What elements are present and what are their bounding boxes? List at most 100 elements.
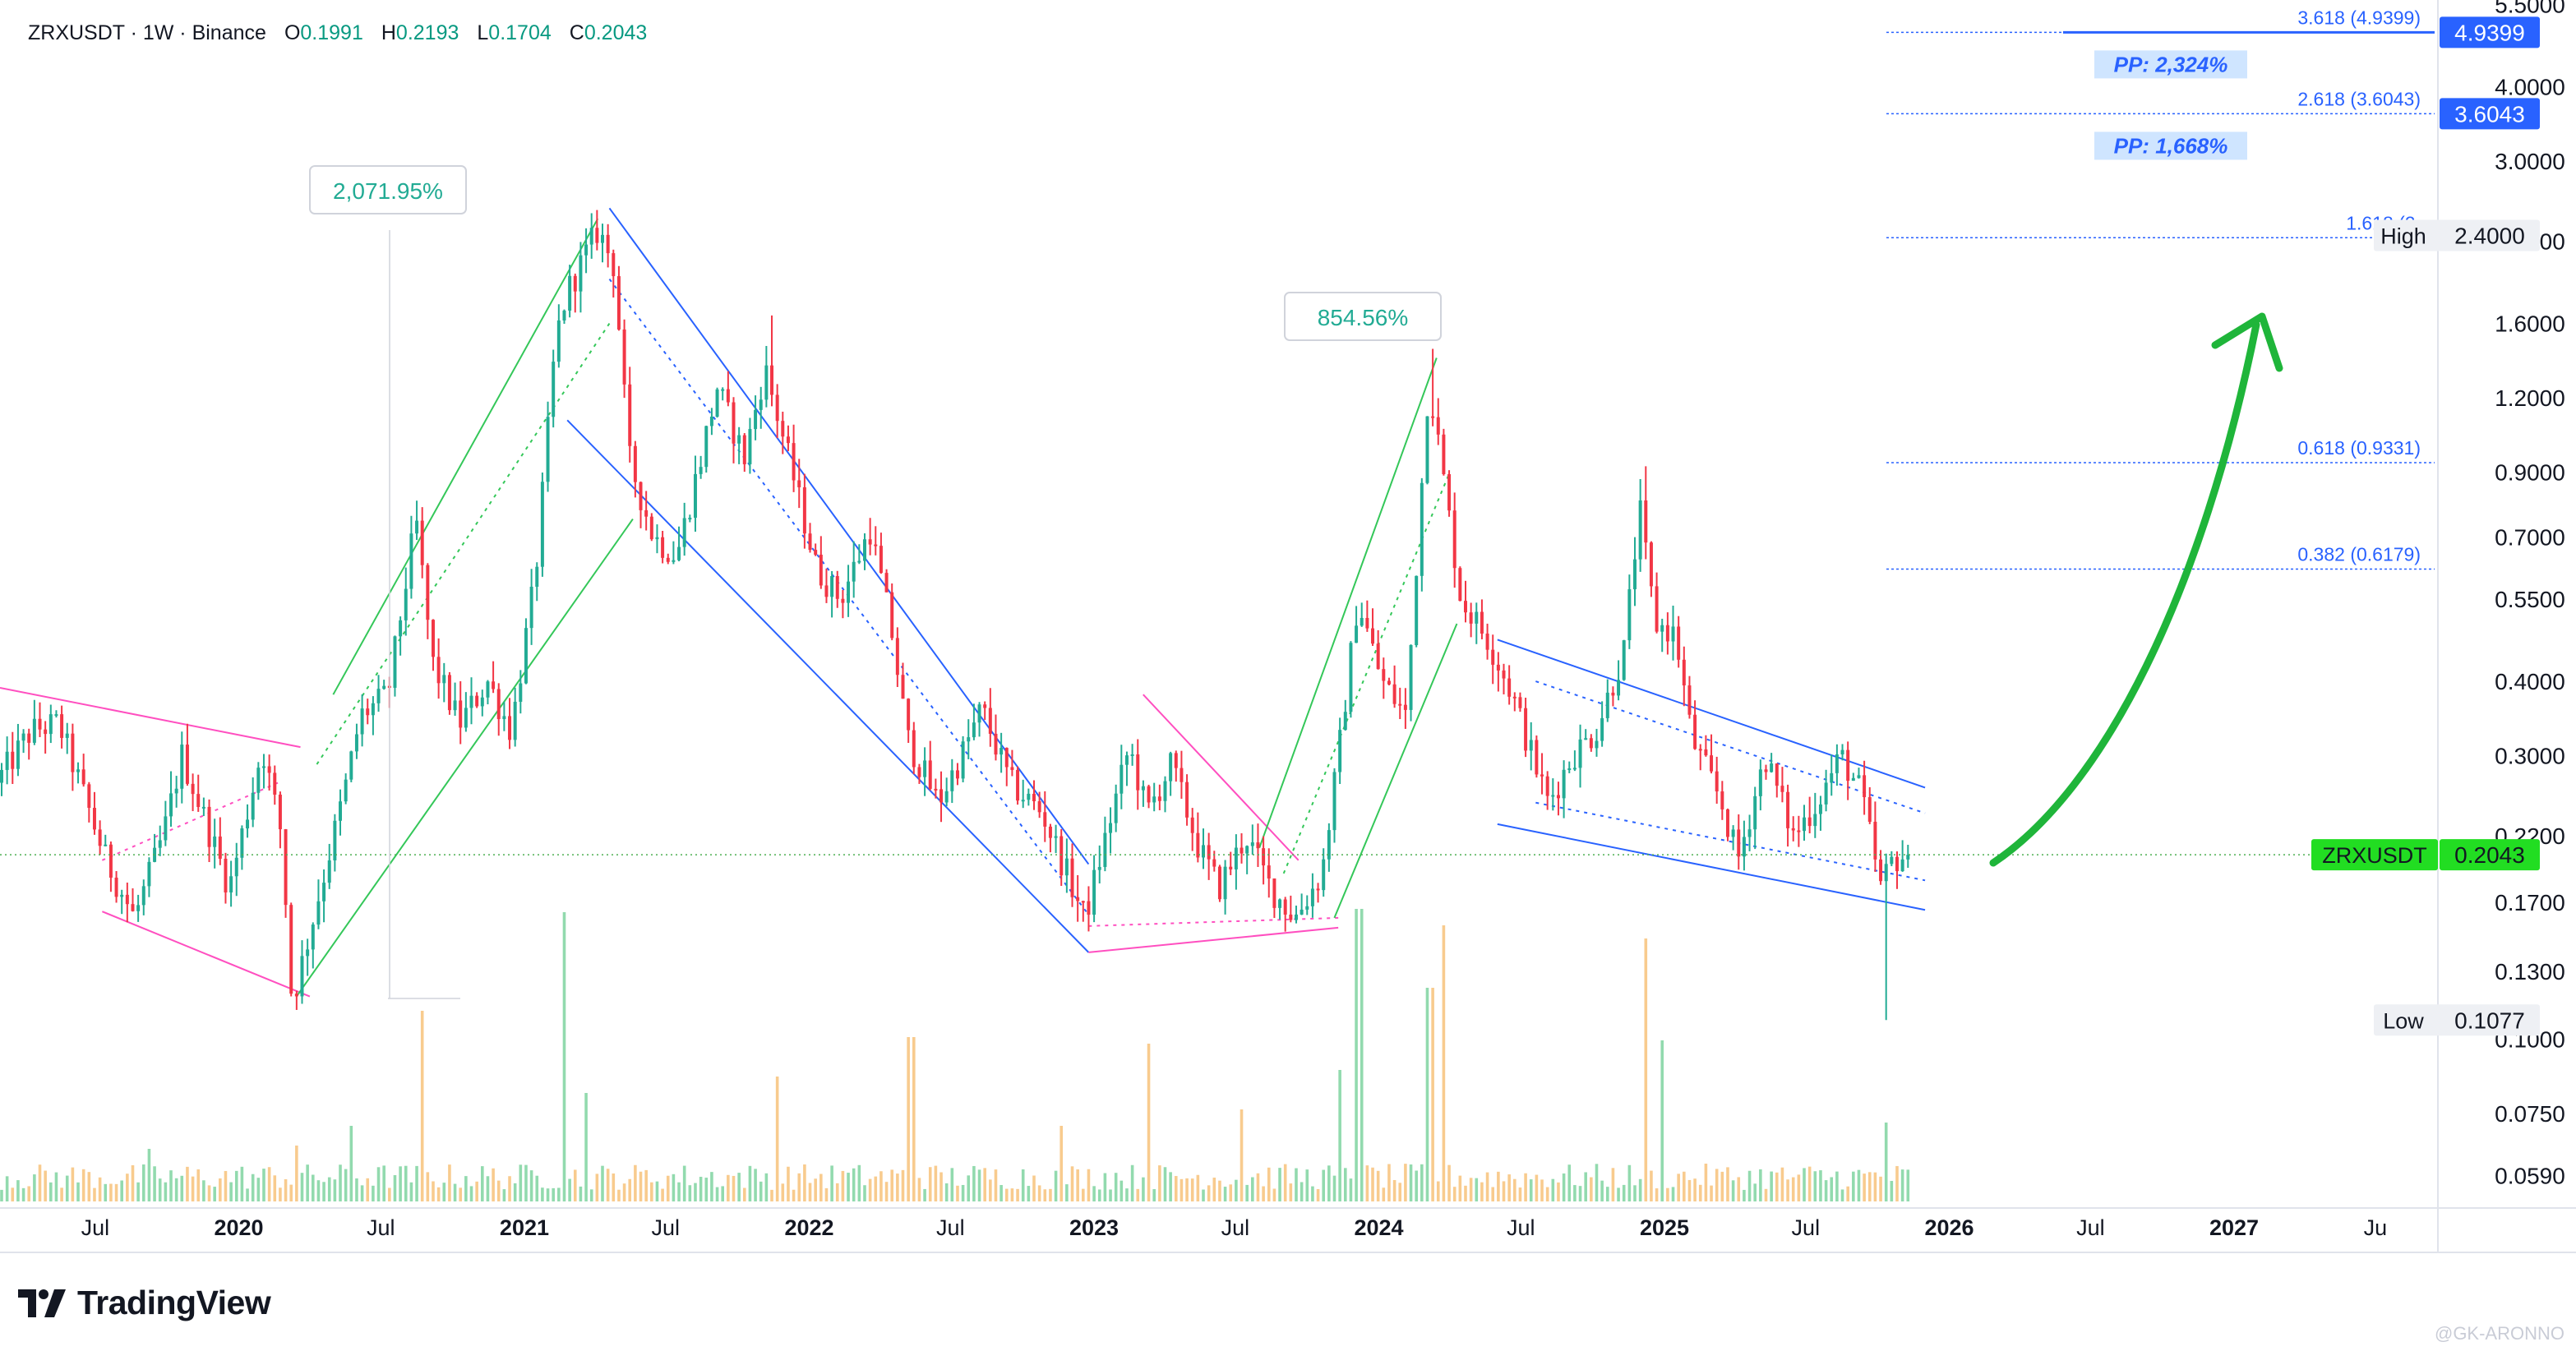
candle (442, 662, 446, 703)
candle (562, 309, 566, 325)
candle-body (1524, 708, 1528, 751)
candle (1087, 886, 1091, 932)
candle (606, 224, 610, 268)
candle (928, 740, 932, 791)
volume-bar (1857, 1169, 1861, 1201)
volume-bar (404, 1165, 408, 1201)
pp-label: PP: 2,324% (2114, 52, 2228, 76)
volume-bar (234, 1170, 238, 1201)
candle (988, 688, 992, 747)
candle-body (884, 573, 889, 593)
tradingview-logo[interactable]: TradingView (18, 1284, 271, 1322)
candle-body (1535, 740, 1539, 775)
candle (1731, 825, 1735, 851)
volume-bar (754, 1169, 757, 1201)
blue-channel-bottom (566, 419, 1090, 953)
candle (923, 747, 927, 796)
price-axis[interactable]: 5.50004.00003.00002.20001.60001.20000.90… (2437, 0, 2565, 1252)
candle-body (71, 733, 75, 772)
candle (1136, 739, 1140, 810)
candle-body (1649, 542, 1653, 587)
candle-body (267, 766, 271, 773)
candle-body (218, 836, 222, 859)
volume-bar (907, 1037, 910, 1201)
candle-body (1753, 795, 1757, 830)
candle-body (141, 886, 145, 906)
volume-bar (923, 1188, 926, 1201)
candle-body (453, 700, 457, 711)
candle (404, 567, 408, 636)
candle-body (1294, 914, 1298, 920)
candle-body (781, 421, 785, 437)
volume-bar (1097, 1189, 1101, 1201)
volume-bar (541, 1187, 544, 1201)
volume-bar (65, 1175, 69, 1201)
candle (1589, 734, 1593, 752)
volume-bar (1300, 1182, 1304, 1201)
candle (1021, 779, 1025, 809)
volume-bar (164, 1182, 168, 1201)
candle-body (366, 708, 370, 716)
candle (1879, 850, 1883, 885)
candle (1141, 780, 1145, 807)
volume-bar (584, 1093, 588, 1201)
candle (1797, 815, 1801, 847)
volume-bar (1655, 1188, 1659, 1201)
candle (895, 627, 899, 687)
candle (1469, 602, 1473, 638)
time-axis[interactable]: Jul 2020 Jul 2021 Jul 2022 Jul 2023 Jul 2024 Jul 20… (0, 1207, 2576, 1253)
volume-bar (295, 1146, 298, 1201)
candle (573, 273, 577, 313)
candle (508, 698, 512, 749)
candle (1507, 665, 1512, 705)
candle (1747, 814, 1752, 851)
candle-body (1906, 855, 1910, 860)
volume-bar (628, 1178, 632, 1201)
candle (1196, 812, 1200, 863)
volume-bar (1311, 1186, 1314, 1201)
volume-bar (983, 1168, 986, 1201)
volume-bar (459, 1187, 463, 1201)
candle (1392, 665, 1396, 708)
candle (1338, 717, 1342, 784)
candle (977, 702, 981, 737)
green-channel-top (332, 218, 599, 695)
candle-body (1272, 878, 1276, 908)
candle (1322, 848, 1326, 897)
candle (1807, 796, 1812, 834)
symbol-title[interactable]: ZRXUSDT · 1W · Binance (28, 21, 266, 44)
candle (1048, 823, 1052, 853)
volume-bar (852, 1168, 856, 1201)
candle-body (191, 783, 195, 795)
candle-body (240, 828, 244, 858)
volume-bar (595, 1173, 599, 1201)
candle (71, 723, 75, 791)
candle (1185, 774, 1189, 826)
volume-bar (775, 1077, 779, 1201)
pink-wedge-mid (1088, 916, 1339, 927)
volume-bar (1415, 1170, 1418, 1201)
candle (1556, 782, 1560, 816)
candle-body (890, 592, 894, 639)
volume-bar (1627, 1164, 1632, 1201)
volume-bar (1103, 1173, 1107, 1201)
candle-body (136, 905, 141, 911)
candle-body (999, 748, 1004, 755)
candle (1262, 836, 1266, 885)
candle-body (934, 788, 938, 791)
candle-body (5, 751, 9, 770)
candle (649, 513, 653, 542)
volume-bar (1256, 1173, 1260, 1201)
candle-body (1627, 589, 1632, 641)
blue-channel-top (608, 207, 1090, 865)
candle (496, 683, 501, 736)
candle (1059, 828, 1064, 886)
candle-body (1403, 704, 1407, 710)
candle-body (316, 901, 321, 925)
candle (311, 922, 315, 969)
gain-label-text: 854.56% (1318, 305, 1409, 330)
candle-body (436, 657, 441, 684)
candle (278, 791, 282, 849)
candle (677, 526, 681, 562)
